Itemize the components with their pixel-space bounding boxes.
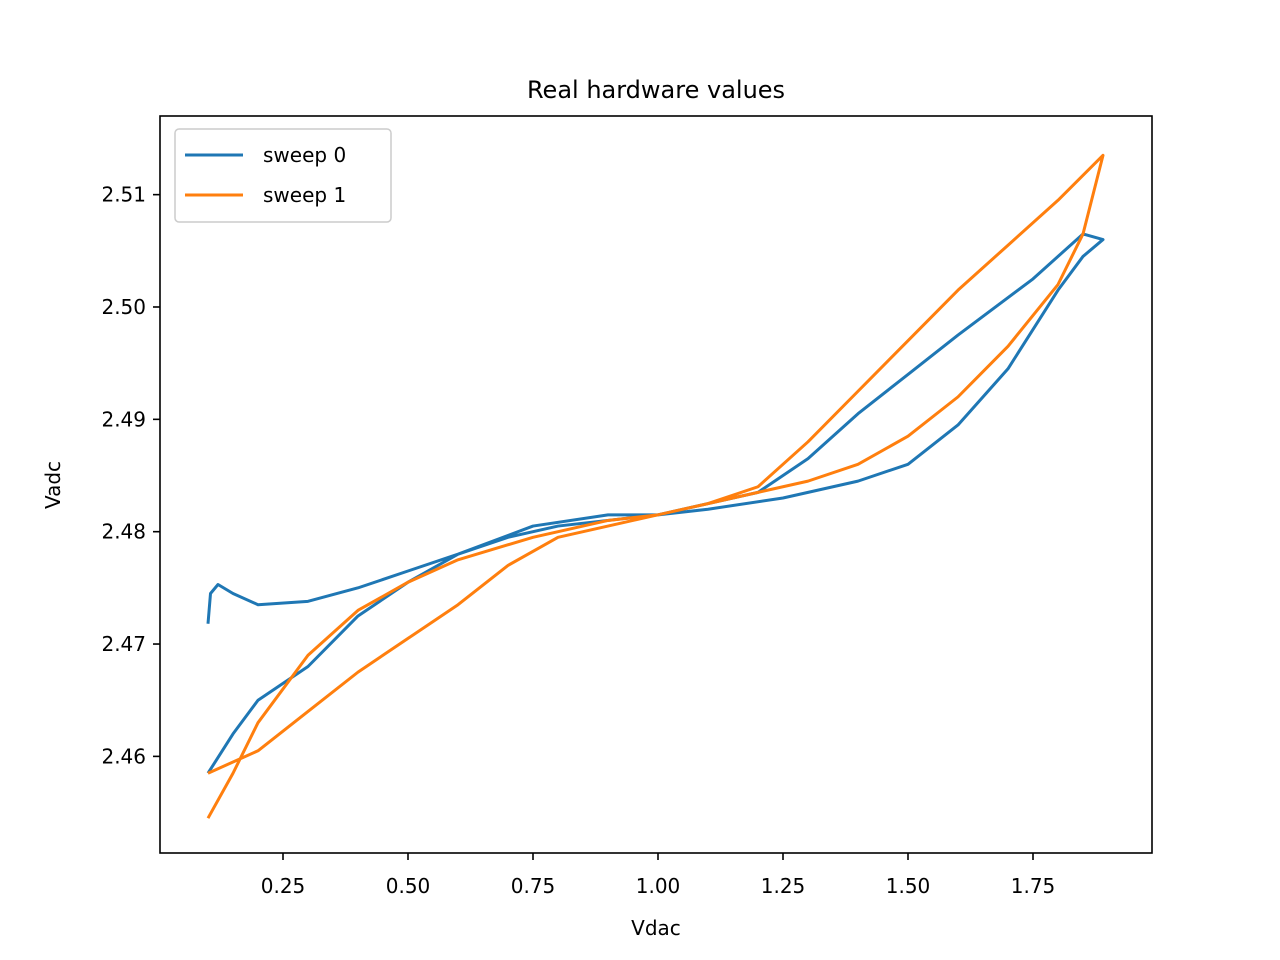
- y-tick-label: 2.49: [101, 407, 146, 431]
- y-tick-label: 2.51: [101, 183, 146, 207]
- legend-label: sweep 0: [263, 143, 346, 167]
- plot-frame: [159, 115, 1153, 854]
- legend-box: [174, 128, 392, 223]
- x-tick-label: 0.25: [261, 874, 306, 898]
- x-tick-label: 1.50: [886, 874, 931, 898]
- x-tick-label: 0.75: [511, 874, 556, 898]
- legend-label: sweep 1: [263, 183, 346, 207]
- x-tick-label: 1.00: [636, 874, 681, 898]
- y-tick-label: 2.50: [101, 295, 146, 319]
- x-tick-label: 1.75: [1011, 874, 1056, 898]
- y-tick-label: 2.48: [101, 520, 146, 544]
- y-tick-label: 2.47: [101, 632, 146, 656]
- y-axis-label: Vadc: [41, 461, 65, 509]
- x-axis-label: Vdac: [631, 916, 681, 940]
- data-line: [206, 232, 1105, 775]
- chart-title: Real hardware values: [527, 76, 785, 104]
- x-tick-label: 0.50: [386, 874, 431, 898]
- y-tick-label: 2.46: [101, 744, 146, 768]
- x-tick-label: 1.25: [761, 874, 806, 898]
- data-line: [206, 153, 1105, 819]
